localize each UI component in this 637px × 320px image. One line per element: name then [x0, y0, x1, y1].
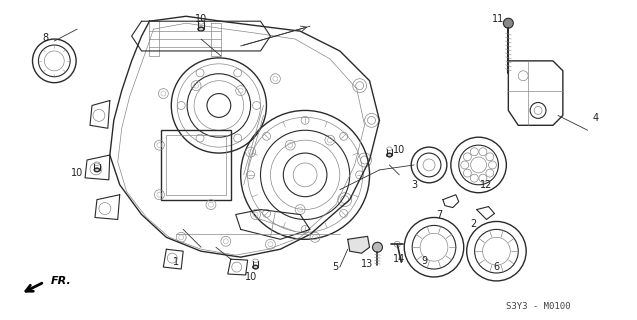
Text: 8: 8 — [42, 33, 48, 43]
Text: FR.: FR. — [50, 276, 71, 286]
Text: 11: 11 — [492, 14, 505, 24]
Text: 10: 10 — [393, 145, 405, 155]
Polygon shape — [348, 236, 369, 253]
Ellipse shape — [253, 265, 258, 269]
Text: 3: 3 — [411, 180, 417, 190]
Text: 6: 6 — [494, 262, 499, 272]
Circle shape — [373, 242, 382, 252]
Text: 4: 4 — [592, 113, 599, 124]
Text: 13: 13 — [361, 259, 374, 269]
Ellipse shape — [94, 168, 99, 172]
Text: 7: 7 — [436, 210, 442, 220]
Text: 1: 1 — [173, 257, 179, 267]
Bar — [161, 130, 231, 200]
Text: S3Y3 - M0100: S3Y3 - M0100 — [506, 302, 570, 311]
Text: 10: 10 — [71, 168, 83, 178]
Text: 2: 2 — [471, 220, 476, 229]
Text: 14: 14 — [393, 254, 405, 264]
Circle shape — [503, 18, 513, 28]
Text: 10: 10 — [195, 14, 207, 24]
Bar — [166, 135, 225, 195]
Text: 10: 10 — [245, 272, 257, 282]
Text: 9: 9 — [421, 256, 427, 266]
Ellipse shape — [387, 153, 392, 157]
Text: 5: 5 — [332, 262, 338, 272]
Text: 12: 12 — [480, 180, 492, 190]
Ellipse shape — [198, 27, 204, 31]
